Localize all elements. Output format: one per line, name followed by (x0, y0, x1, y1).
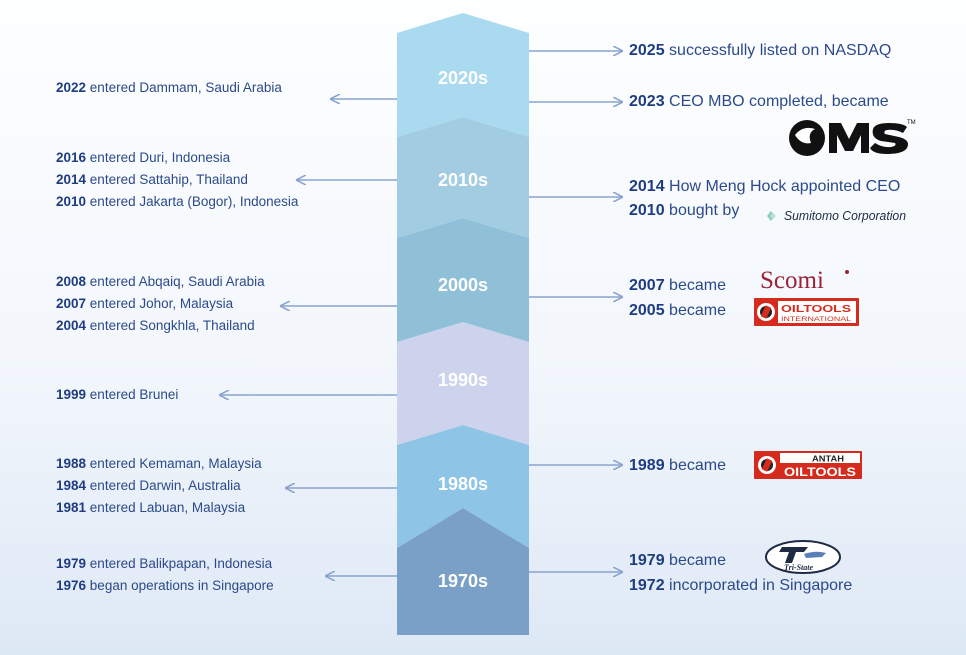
milestone-year: 1984 (56, 478, 87, 493)
milestone-text: became (664, 302, 726, 319)
antah-oiltools-logo: ANTAH OILTOOLS (754, 451, 862, 479)
left-milestone: 2008 entered Abqaiq, Saudi Arabia (56, 274, 265, 289)
milestone-year: 2016 (56, 150, 87, 165)
milestone-text: CEO MBO completed, became (664, 93, 889, 110)
left-milestone: 2022 entered Dammam, Saudi Arabia (56, 80, 282, 95)
milestone-year: 2004 (56, 318, 87, 333)
milestone-year: 1989 (629, 457, 665, 474)
tri-state-logo: Tri-State (765, 540, 841, 574)
milestone-year: 2022 (56, 80, 87, 95)
milestone-text: became (664, 552, 726, 569)
right-milestone: 1979 became (629, 552, 726, 570)
decade-1990s-band (397, 322, 529, 445)
milestone-text: incorporated in Singapore (664, 577, 853, 594)
decade-2000s-band (397, 218, 529, 342)
milestone-year: 1988 (56, 456, 87, 471)
milestone-text: How Meng Hock appointed CEO (664, 178, 901, 195)
milestone-year: 2025 (629, 42, 665, 59)
right-milestone: 1972 incorporated in Singapore (629, 577, 852, 595)
milestone-text: entered Duri, Indonesia (86, 150, 231, 165)
milestone-text: became (664, 277, 726, 294)
milestone-year: 2010 (56, 194, 87, 209)
right-milestone: 2025 successfully listed on NASDAQ (629, 42, 891, 60)
decade-label-1990s: 1990s (437, 370, 489, 390)
milestone-year: 2005 (629, 302, 665, 319)
milestone-text: became (664, 457, 726, 474)
milestone-year: 2007 (56, 296, 87, 311)
milestone-year: 2014 (56, 172, 87, 187)
left-milestone: 2010 entered Jakarta (Bogor), Indonesia (56, 194, 298, 209)
svg-text:Scomi: Scomi (760, 267, 824, 294)
milestone-text: bought by (664, 202, 740, 219)
milestone-text: entered Labuan, Malaysia (86, 500, 246, 515)
milestone-text: entered Dammam, Saudi Arabia (86, 80, 282, 95)
milestone-year: 1972 (629, 577, 665, 594)
decade-label-1980s: 1980s (437, 474, 489, 494)
right-milestone: 2014 How Meng Hock appointed CEO (629, 178, 900, 196)
milestone-year: 2007 (629, 277, 665, 294)
sumitomo-corporation-logo: Sumitomo Corporation (767, 208, 906, 223)
svg-text:OILTOOLS: OILTOOLS (784, 465, 856, 479)
left-milestone: 1988 entered Kemaman, Malaysia (56, 456, 262, 471)
milestone-year: 2010 (629, 202, 665, 219)
decade-2020s-band (397, 13, 529, 137)
oms-logo: TM (789, 120, 916, 156)
decade-label-2020s: 2020s (437, 68, 489, 88)
decade-2010s-band (397, 117, 529, 238)
right-milestone: 2007 became (629, 277, 726, 295)
milestone-text: entered Songkhla, Thailand (86, 318, 255, 333)
milestone-text: entered Sattahip, Thailand (86, 172, 248, 187)
decade-label-1970s: 1970s (437, 571, 489, 591)
milestone-text: entered Darwin, Australia (86, 478, 241, 493)
milestone-year: 2008 (56, 274, 87, 289)
left-milestone: 1984 entered Darwin, Australia (56, 478, 241, 493)
milestone-text: entered Abqaiq, Saudi Arabia (86, 274, 265, 289)
milestone-year: 2023 (629, 93, 665, 110)
left-milestone: 2004 entered Songkhla, Thailand (56, 318, 255, 333)
milestone-year: 1979 (629, 552, 665, 569)
milestone-text: entered Balikpapan, Indonesia (86, 556, 273, 571)
svg-text:Sumitomo Corporation: Sumitomo Corporation (784, 208, 906, 223)
milestone-year: 1981 (56, 500, 87, 515)
decade-1970s-band (397, 508, 529, 635)
decade-label-2010s: 2010s (437, 170, 489, 190)
left-milestone: 2014 entered Sattahip, Thailand (56, 172, 248, 187)
oiltools-international-logo: OILTOOLS INTERNATIONAL (754, 298, 859, 326)
milestone-text: entered Brunei (86, 387, 179, 402)
right-milestone: 2023 CEO MBO completed, became (629, 93, 889, 111)
left-milestone: 1976 began operations in Singapore (56, 578, 274, 593)
right-milestone: 1989 became (629, 457, 726, 475)
milestone-text: entered Kemaman, Malaysia (86, 456, 262, 471)
right-milestone: 2005 became (629, 302, 726, 320)
milestone-text: entered Johor, Malaysia (86, 296, 234, 311)
left-milestone: 2007 entered Johor, Malaysia (56, 296, 233, 311)
left-milestone: 1979 entered Balikpapan, Indonesia (56, 556, 272, 571)
milestone-text: began operations in Singapore (86, 578, 274, 593)
scomi-logo: Scomi (760, 267, 849, 294)
milestone-year: 2014 (629, 178, 665, 195)
decade-label-2000s: 2000s (437, 275, 489, 295)
svg-text:INTERNATIONAL: INTERNATIONAL (781, 316, 852, 323)
milestone-year: 1999 (56, 387, 87, 402)
left-milestone: 1999 entered Brunei (56, 387, 178, 402)
left-milestone: 2016 entered Duri, Indonesia (56, 150, 230, 165)
svg-text:OILTOOLS: OILTOOLS (781, 304, 851, 315)
milestone-text: successfully listed on NASDAQ (664, 42, 892, 59)
milestone-text: entered Jakarta (Bogor), Indonesia (86, 194, 299, 209)
milestone-year: 1976 (56, 578, 87, 593)
svg-text:TM: TM (907, 120, 916, 126)
decade-1980s-band (397, 425, 529, 548)
right-milestone: 2010 bought by (629, 202, 739, 220)
left-milestone: 1981 entered Labuan, Malaysia (56, 500, 245, 515)
svg-text:Tri-State: Tri-State (784, 563, 813, 572)
svg-text:ANTAH: ANTAH (812, 454, 844, 464)
milestone-year: 1979 (56, 556, 87, 571)
